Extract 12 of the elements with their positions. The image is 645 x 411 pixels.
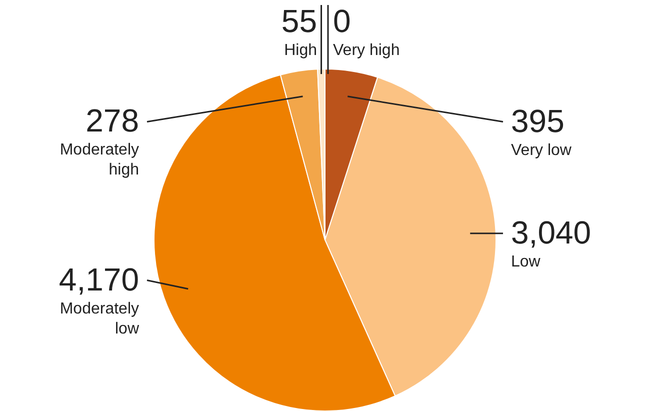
text: 0 [333, 3, 351, 39]
slice-label: High [284, 42, 317, 59]
data-label: 395 [511, 102, 564, 139]
slice-label: Moderately high [60, 142, 139, 179]
slice-label: Moderately low [60, 300, 140, 338]
slice-label: Low [511, 253, 541, 270]
data-label: 55 [281, 3, 317, 39]
data-label: 278 [86, 102, 139, 139]
data-label: 3,040 [511, 214, 592, 250]
slice-label: Very low [511, 142, 572, 159]
data-label: 4,170 [58, 261, 139, 298]
category-label: Very high [333, 42, 400, 59]
